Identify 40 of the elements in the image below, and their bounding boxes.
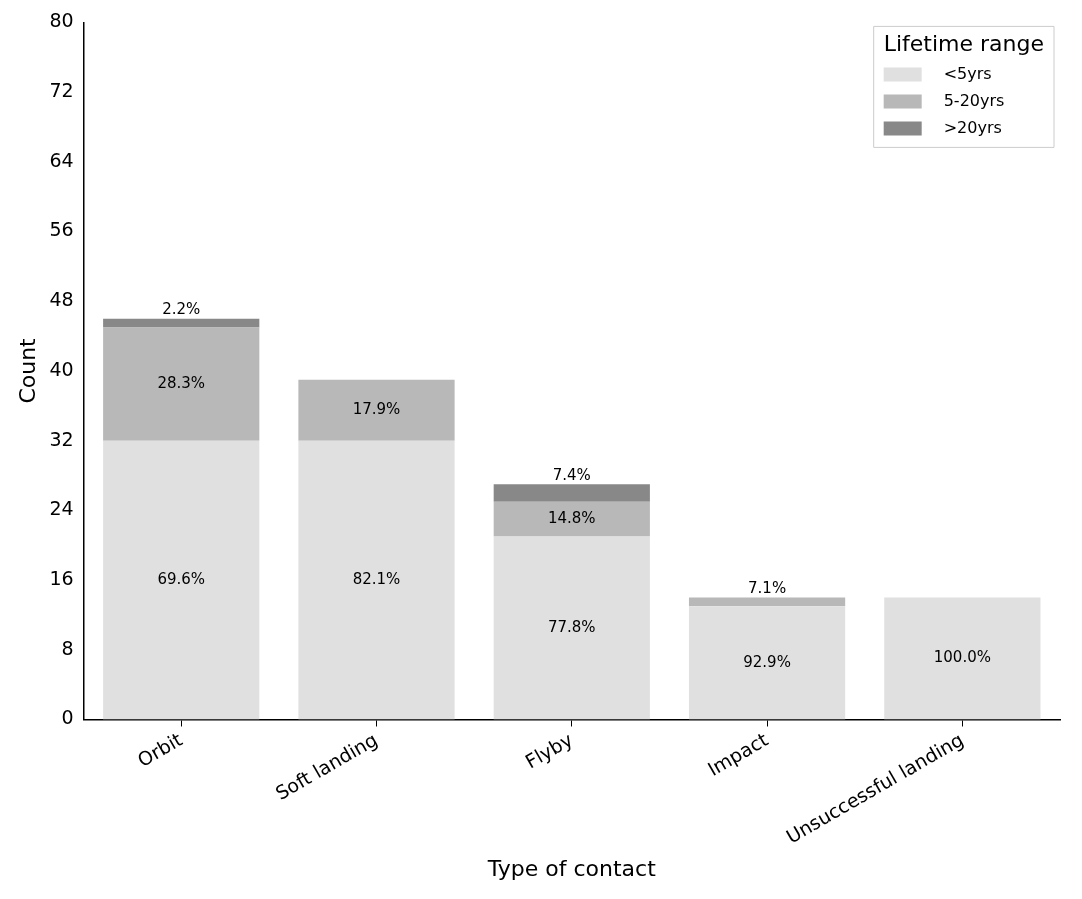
bar	[103, 440, 260, 720]
y-tick-label: 48	[49, 288, 74, 311]
annotation: 28.3%	[157, 373, 206, 392]
y-tick-label: 64	[49, 148, 74, 171]
bar	[103, 327, 260, 441]
y-tick-label: 24	[49, 497, 74, 520]
bar	[884, 597, 1041, 720]
y-tick-label: 72	[49, 79, 74, 102]
x-tick-label: Orbit	[133, 728, 186, 771]
annotation: 92.9%	[743, 652, 791, 671]
bar	[688, 606, 846, 720]
annotation: 14.8%	[547, 508, 596, 527]
annotation: 82.1%	[352, 569, 401, 588]
y-tick-label: 80	[49, 9, 74, 32]
annotation: 2.2%	[162, 300, 201, 319]
y-tick-label: 8	[61, 636, 74, 659]
y-tick-label: 16	[49, 567, 74, 590]
y-axis-title: Count	[14, 337, 40, 404]
bar	[493, 501, 650, 537]
legend-label: >20yrs	[943, 117, 1002, 137]
bar	[493, 484, 650, 502]
annotation: 69.6%	[157, 569, 206, 588]
legend-title: Lifetime range	[883, 31, 1045, 57]
annotation: 100.0%	[933, 648, 991, 667]
bar	[493, 536, 650, 720]
bar	[298, 379, 455, 441]
legend-label: <5yrs	[943, 63, 992, 83]
y-tick-label: 0	[61, 706, 74, 729]
x-axis-title: Type of contact	[486, 855, 657, 881]
y-tick-label: 32	[49, 427, 74, 450]
annotation: 7.1%	[748, 578, 787, 597]
y-tick-label: 56	[49, 218, 74, 241]
annotation: 7.4%	[552, 465, 591, 484]
bar	[298, 440, 455, 720]
annotation: 17.9%	[352, 400, 401, 419]
annotation: 77.8%	[547, 617, 596, 636]
bar	[103, 318, 260, 328]
y-tick-label: 40	[49, 357, 74, 380]
bar	[688, 597, 846, 607]
legend-label: 5-20yrs	[943, 90, 1005, 110]
